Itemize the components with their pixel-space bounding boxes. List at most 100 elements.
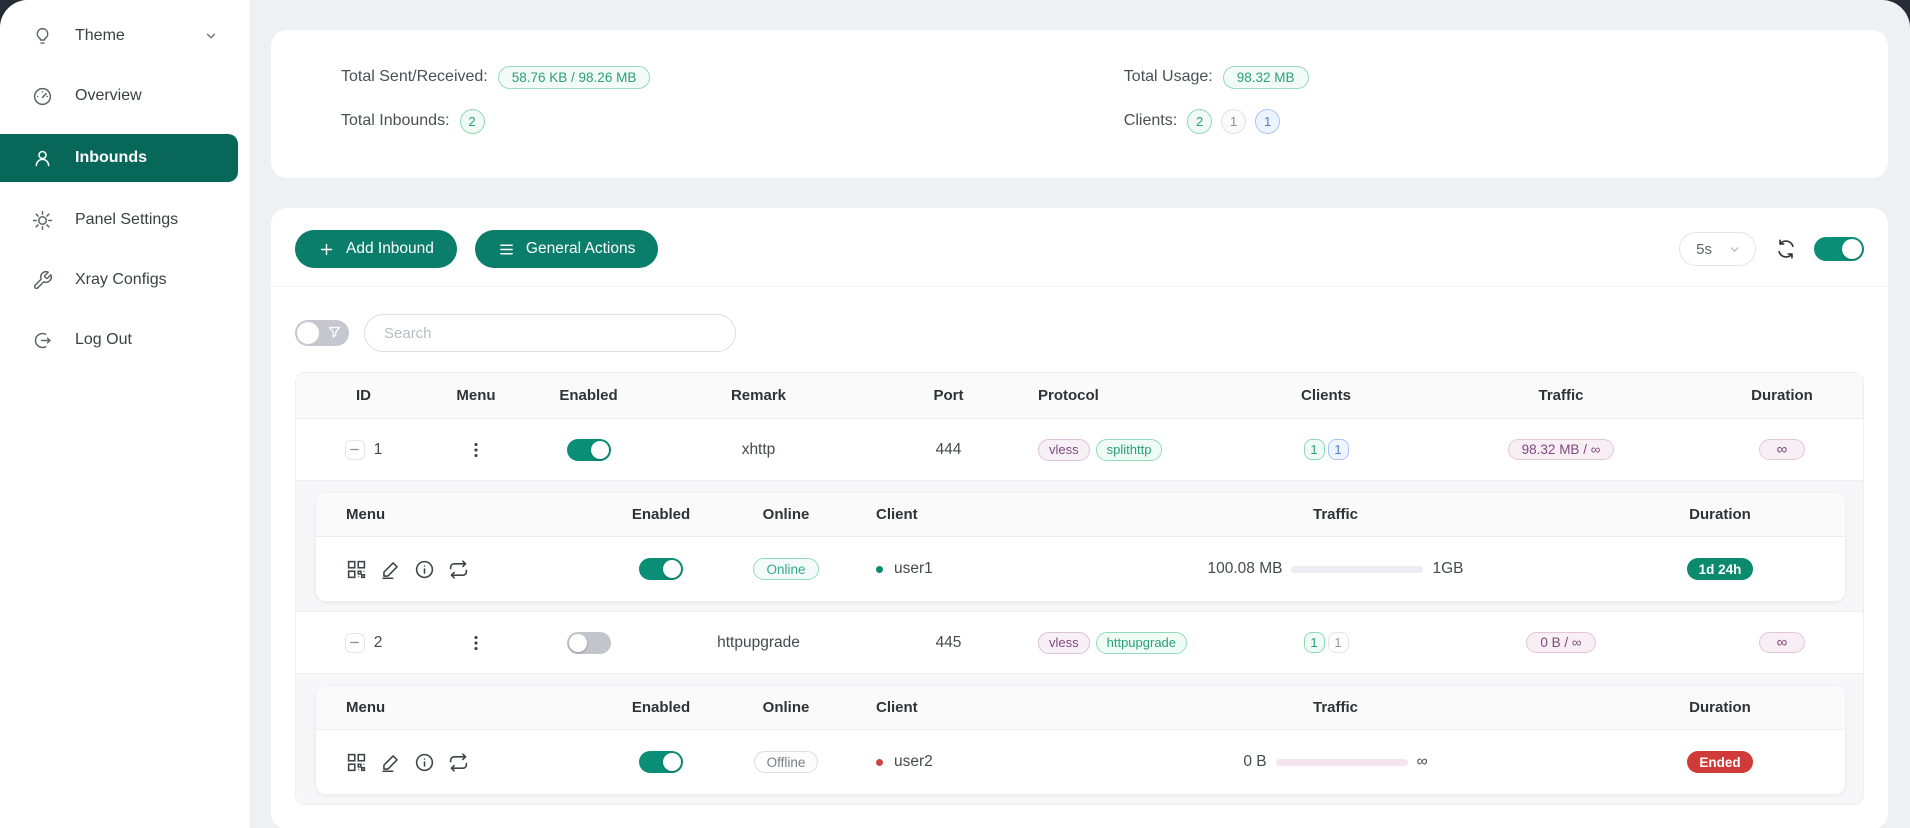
inbound-row: 1 xhttp 444 vless splithttp <box>296 419 1863 481</box>
qrcode-icon[interactable] <box>346 752 367 773</box>
sidebar-item-panel-settings[interactable]: Panel Settings <box>0 198 238 242</box>
col-header-client: Client <box>876 699 918 716</box>
expanded-clients-panel: Menu Enabled Online Client Traffic Durat… <box>296 481 1863 612</box>
sent-received-value: 58.76 KB / 98.26 MB <box>497 65 651 89</box>
filter-funnel-icon <box>327 325 342 340</box>
sidebar-item-label: Panel Settings <box>75 211 179 228</box>
gauge-icon <box>32 86 53 107</box>
inbound-row: 2 httpupgrade 445 vless httpupgrade <box>296 612 1863 674</box>
online-status-badge: Online <box>753 558 819 580</box>
clients-badge-deactive: 1 <box>1221 108 1247 134</box>
user-icon <box>32 148 53 169</box>
col-header-menu: Menu <box>346 506 386 523</box>
edit-icon[interactable] <box>380 752 401 773</box>
info-icon[interactable] <box>414 752 435 773</box>
edit-icon[interactable] <box>380 559 401 580</box>
col-header-online: Online <box>762 506 810 523</box>
client-enabled-toggle[interactable] <box>639 558 683 580</box>
client-name: user1 <box>894 560 933 577</box>
qrcode-icon[interactable] <box>346 559 367 580</box>
refresh-icon[interactable] <box>1775 238 1797 260</box>
row-menu-button[interactable] <box>465 439 487 461</box>
transport-tag: splithttp <box>1095 438 1163 461</box>
reset-traffic-icon[interactable] <box>448 559 469 580</box>
online-status-badge: Offline <box>753 751 819 773</box>
stat-clients: Clients: 2 1 1 <box>1124 108 1818 134</box>
gear-icon <box>32 210 53 231</box>
total-usage-value: 98.32 MB <box>1222 65 1309 89</box>
traffic-progress-bar <box>1291 565 1424 573</box>
add-inbound-button[interactable]: Add Inbound <box>295 230 457 268</box>
collapse-row-button[interactable] <box>344 632 365 653</box>
sidebar-item-xray-configs[interactable]: Xray Configs <box>0 258 238 302</box>
client-row: Online user1 100.08 MB 1GB 1d 24h <box>316 537 1845 601</box>
search-row <box>271 287 1888 352</box>
filter-toggle[interactable] <box>295 320 349 346</box>
collapse-row-button[interactable] <box>344 439 365 460</box>
col-header-duration: Duration <box>1751 387 1813 404</box>
inbound-duration-pill: ∞ <box>1758 632 1806 653</box>
general-actions-button[interactable]: General Actions <box>474 230 659 268</box>
col-header-remark: Remark <box>730 387 787 404</box>
refresh-interval-select[interactable]: 5s <box>1679 232 1756 266</box>
inbound-enabled-toggle[interactable] <box>566 438 611 461</box>
col-header-online: Online <box>762 699 810 716</box>
col-header-client: Client <box>876 506 918 523</box>
sidebar-item-overview[interactable]: Overview <box>0 74 238 118</box>
dots-vertical-icon <box>474 635 478 650</box>
inbound-port: 444 <box>935 440 962 458</box>
sidebar-item-inbounds[interactable]: Inbounds <box>0 134 238 182</box>
inbound-traffic-pill: 0 B / ∞ <box>1526 632 1596 653</box>
stat-sent-received: Total Sent/Received: 58.76 KB / 98.26 MB <box>341 64 1124 90</box>
traffic-total: ∞ <box>1416 753 1428 770</box>
sidebar-item-logout[interactable]: Log Out <box>0 318 238 362</box>
col-header-traffic: Traffic <box>1312 506 1358 523</box>
stats-card: Total Sent/Received: 58.76 KB / 98.26 MB… <box>271 30 1888 178</box>
search-input[interactable] <box>364 314 736 352</box>
row-menu-button[interactable] <box>465 632 487 654</box>
client-duration-badge: Ended <box>1687 751 1753 773</box>
inbound-remark: httpupgrade <box>717 633 800 651</box>
plus-icon <box>320 243 333 255</box>
protocol-tag: vless <box>1038 438 1090 461</box>
toolbar: Add Inbound General Actions 5s <box>271 208 1888 287</box>
col-header-port: Port <box>933 387 964 404</box>
traffic-used: 0 B <box>1243 753 1267 770</box>
dots-vertical-icon <box>474 442 478 457</box>
sidebar-item-theme[interactable]: Theme <box>0 14 238 58</box>
main-content: Total Sent/Received: 58.76 KB / 98.26 MB… <box>251 0 1910 828</box>
sidebar-item-label: Theme <box>75 27 125 44</box>
client-table-header-row: Menu Enabled Online Client Traffic Durat… <box>316 493 1845 537</box>
client-count-badge: 1 <box>1327 439 1349 460</box>
logout-icon <box>32 330 53 351</box>
col-header-id: ID <box>356 387 371 404</box>
client-enabled-toggle[interactable] <box>639 751 683 773</box>
clients-badge-active: 2 <box>1187 108 1213 134</box>
client-count-badge: 1 <box>1327 632 1349 653</box>
stat-label: Total Inbounds: <box>341 112 450 129</box>
sidebar-item-label: Inbounds <box>75 149 147 166</box>
auto-refresh-toggle[interactable] <box>1814 237 1864 261</box>
col-header-enabled: Enabled <box>631 506 691 523</box>
stat-total-usage: Total Usage: 98.32 MB <box>1124 64 1818 90</box>
clients-badge-online: 1 <box>1255 108 1281 134</box>
col-header-menu: Menu <box>346 699 386 716</box>
client-count-badge: 1 <box>1303 439 1325 460</box>
lightbulb-icon <box>32 26 53 47</box>
client-status-dot <box>876 758 883 766</box>
inbound-id: 1 <box>373 440 383 458</box>
expanded-clients-panel: Menu Enabled Online Client Traffic Durat… <box>296 674 1863 804</box>
client-table-header-row: Menu Enabled Online Client Traffic Durat… <box>316 686 1845 730</box>
col-header-duration: Duration <box>1689 506 1751 523</box>
stat-label: Clients: <box>1123 112 1178 129</box>
inbound-enabled-toggle[interactable] <box>566 631 611 654</box>
col-header-menu: Menu <box>456 387 496 404</box>
reset-traffic-icon[interactable] <box>448 752 469 773</box>
protocol-tag: vless <box>1038 631 1090 654</box>
wrench-icon <box>32 270 53 291</box>
transport-tag: httpupgrade <box>1095 631 1188 654</box>
sidebar-item-label: Log Out <box>75 331 132 348</box>
minus-icon <box>350 448 359 451</box>
info-icon[interactable] <box>414 559 435 580</box>
